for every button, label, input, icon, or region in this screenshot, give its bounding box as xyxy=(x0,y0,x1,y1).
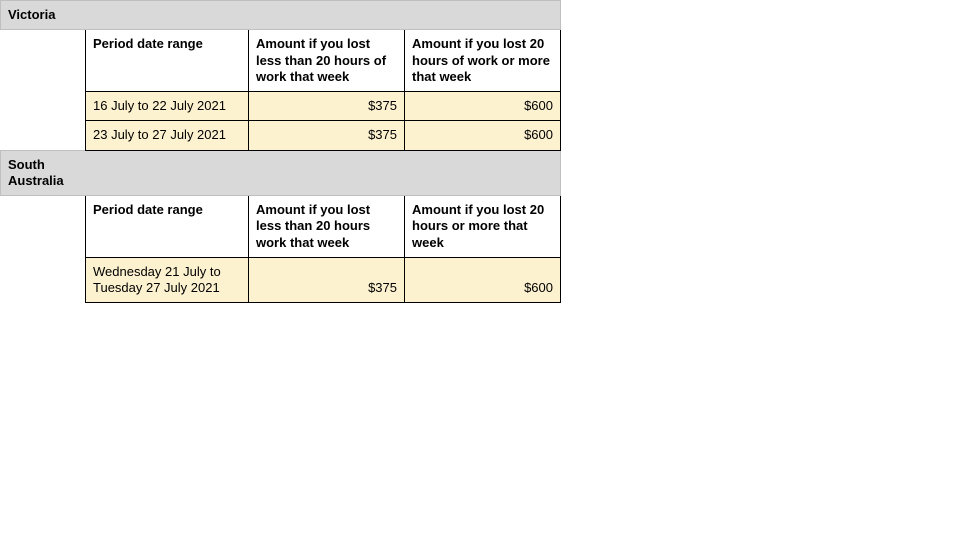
state-header-spacer xyxy=(249,1,405,30)
period-cell: 16 July to 22 July 2021 xyxy=(86,92,249,121)
amount-more-cell: $600 xyxy=(405,92,561,121)
amount-less-cell: $375 xyxy=(249,92,405,121)
period-cell: Wednesday 21 July to Tuesday 27 July 202… xyxy=(86,257,249,303)
blank-lead-cell xyxy=(1,30,86,92)
state-header-spacer xyxy=(86,150,249,196)
blank-lead-cell xyxy=(1,196,86,258)
state-header-spacer xyxy=(249,150,405,196)
table-row: 23 July to 27 July 2021 $375 $600 xyxy=(1,121,561,150)
amount-less-cell: $375 xyxy=(249,121,405,150)
col-header-period: Period date range xyxy=(86,30,249,92)
table-row: Wednesday 21 July to Tuesday 27 July 202… xyxy=(1,257,561,303)
page: Victoria Period date range Amount if you… xyxy=(0,0,960,540)
column-header-row: Period date range Amount if you lost les… xyxy=(1,30,561,92)
state-header-spacer xyxy=(405,1,561,30)
state-header-spacer xyxy=(405,150,561,196)
col-header-amount-less: Amount if you lost less than 20 hours wo… xyxy=(249,196,405,258)
col-header-amount-more: Amount if you lost 20 hours of work or m… xyxy=(405,30,561,92)
col-header-period: Period date range xyxy=(86,196,249,258)
column-header-row: Period date range Amount if you lost les… xyxy=(1,196,561,258)
blank-lead-cell xyxy=(1,121,86,150)
amount-more-cell: $600 xyxy=(405,121,561,150)
state-header-spacer xyxy=(86,1,249,30)
col-header-amount-more: Amount if you lost 20 hours or more that… xyxy=(405,196,561,258)
payment-table: Victoria Period date range Amount if you… xyxy=(0,0,561,303)
state-name-cell: South Australia xyxy=(1,150,86,196)
amount-more-cell: $600 xyxy=(405,257,561,303)
col-header-amount-less: Amount if you lost less than 20 hours of… xyxy=(249,30,405,92)
amount-less-cell: $375 xyxy=(249,257,405,303)
state-header-row: Victoria xyxy=(1,1,561,30)
state-header-row: South Australia xyxy=(1,150,561,196)
table-row: 16 July to 22 July 2021 $375 $600 xyxy=(1,92,561,121)
period-cell: 23 July to 27 July 2021 xyxy=(86,121,249,150)
blank-lead-cell xyxy=(1,92,86,121)
blank-lead-cell xyxy=(1,257,86,303)
state-name-cell: Victoria xyxy=(1,1,86,30)
